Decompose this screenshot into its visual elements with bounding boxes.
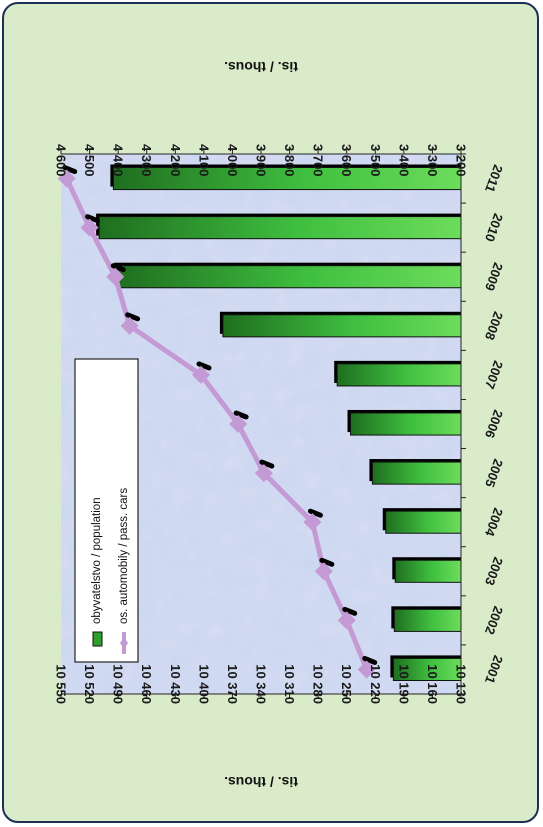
point-cars-2005 bbox=[254, 464, 273, 483]
tick-label-population: 10 430 bbox=[168, 664, 183, 704]
marker-shadow bbox=[319, 557, 335, 567]
tick-label-cars: 3 900 bbox=[254, 144, 269, 177]
tick-label-year: 2006 bbox=[482, 408, 506, 440]
marker-shadow bbox=[62, 165, 78, 175]
tick-label-cars: 4 600 bbox=[54, 144, 69, 177]
tick-label-population: 10 250 bbox=[339, 664, 354, 704]
tick-label-year: 2002 bbox=[482, 604, 506, 636]
marker-shadow bbox=[110, 263, 126, 273]
marker-shadow bbox=[125, 312, 141, 322]
tick-label-population: 10 340 bbox=[254, 664, 269, 704]
legend-label-cars: os. automobily / pass. cars bbox=[118, 488, 130, 624]
legend-box bbox=[74, 358, 139, 663]
tick-label-cars: 4 000 bbox=[225, 144, 240, 177]
tick-label-cars: 3 400 bbox=[396, 144, 411, 177]
bar-2002 bbox=[393, 608, 462, 632]
tick-label-year: 2011 bbox=[482, 163, 506, 195]
bar-2008 bbox=[222, 314, 462, 338]
axis-title-cars: tis. / thous. bbox=[224, 59, 298, 75]
bar-2005 bbox=[371, 461, 462, 485]
legend: obyvatelstvo / population os. automobily … bbox=[74, 358, 139, 663]
bars-layer bbox=[96, 164, 462, 682]
marker-shadow bbox=[196, 361, 212, 371]
tick-label-population: 10 160 bbox=[425, 664, 440, 704]
tick-label-cars: 4 300 bbox=[139, 144, 154, 177]
tick-label-population: 10 460 bbox=[139, 664, 154, 704]
point-cars-2004 bbox=[303, 513, 322, 532]
point-cars-2011 bbox=[57, 169, 76, 188]
point-cars-2006 bbox=[229, 415, 248, 433]
marker-shadow bbox=[233, 410, 249, 420]
point-cars-2001 bbox=[357, 660, 376, 679]
axis-title-population: tis. / thous. bbox=[224, 774, 298, 790]
tick-label-year: 2007 bbox=[482, 359, 506, 391]
tick-label-year: 2009 bbox=[482, 261, 506, 293]
tick-label-population: 10 190 bbox=[396, 664, 411, 704]
tick-label-population: 10 370 bbox=[225, 664, 240, 704]
bar-2004 bbox=[385, 510, 462, 534]
tick-label-cars: 4 400 bbox=[111, 144, 126, 177]
point-cars-2007 bbox=[192, 365, 210, 384]
tick-label-population: 10 520 bbox=[82, 664, 97, 704]
point-cars-2009 bbox=[106, 267, 125, 286]
bar-2003 bbox=[394, 559, 462, 583]
line-layer bbox=[57, 165, 378, 679]
point-cars-2002 bbox=[337, 611, 356, 630]
legend-swatch-population bbox=[92, 631, 103, 647]
tick-label-year: 2001 bbox=[482, 653, 506, 685]
tick-label-population: 10 550 bbox=[54, 664, 69, 704]
tick-label-population: 10 220 bbox=[368, 664, 383, 704]
legend-marker-cars bbox=[120, 637, 128, 649]
tick-label-year: 2010 bbox=[482, 211, 506, 243]
marker-shadow bbox=[259, 459, 275, 469]
tick-label-cars: 4 200 bbox=[168, 144, 183, 177]
bar-2006 bbox=[350, 412, 462, 436]
tick-label-population: 10 280 bbox=[311, 664, 326, 704]
tick-label-population: 10 400 bbox=[196, 664, 211, 704]
marker-shadow bbox=[362, 655, 378, 665]
tick-label-cars: 3 300 bbox=[425, 144, 440, 177]
legend-label-population: obyvatelstvo / population bbox=[91, 497, 103, 624]
bar-2007 bbox=[336, 363, 462, 387]
point-cars-2003 bbox=[314, 562, 333, 581]
tick-label-population: 10 490 bbox=[111, 664, 126, 704]
point-cars-2010 bbox=[80, 218, 99, 237]
tick-label-cars: 3 600 bbox=[339, 144, 354, 177]
tick-label-year: 2003 bbox=[482, 555, 506, 587]
marker-shadow bbox=[85, 214, 101, 224]
bar-2010 bbox=[98, 216, 462, 240]
tick-label-cars: 3 500 bbox=[368, 144, 383, 177]
marker-shadow bbox=[342, 606, 358, 616]
tick-label-year: 2008 bbox=[482, 310, 506, 342]
tick-label-cars: 3 800 bbox=[282, 144, 297, 177]
bar-2009 bbox=[116, 265, 462, 289]
tick-label-population: 10 310 bbox=[282, 664, 297, 704]
tick-label-cars: 4 500 bbox=[82, 144, 97, 177]
tick-label-year: 2005 bbox=[482, 457, 506, 489]
tick-label-cars: 3 700 bbox=[311, 144, 326, 177]
tick-label-year: 2004 bbox=[482, 506, 506, 539]
marker-shadow bbox=[307, 508, 323, 518]
point-cars-2008 bbox=[120, 316, 139, 335]
tick-label-cars: 4 100 bbox=[196, 144, 211, 177]
